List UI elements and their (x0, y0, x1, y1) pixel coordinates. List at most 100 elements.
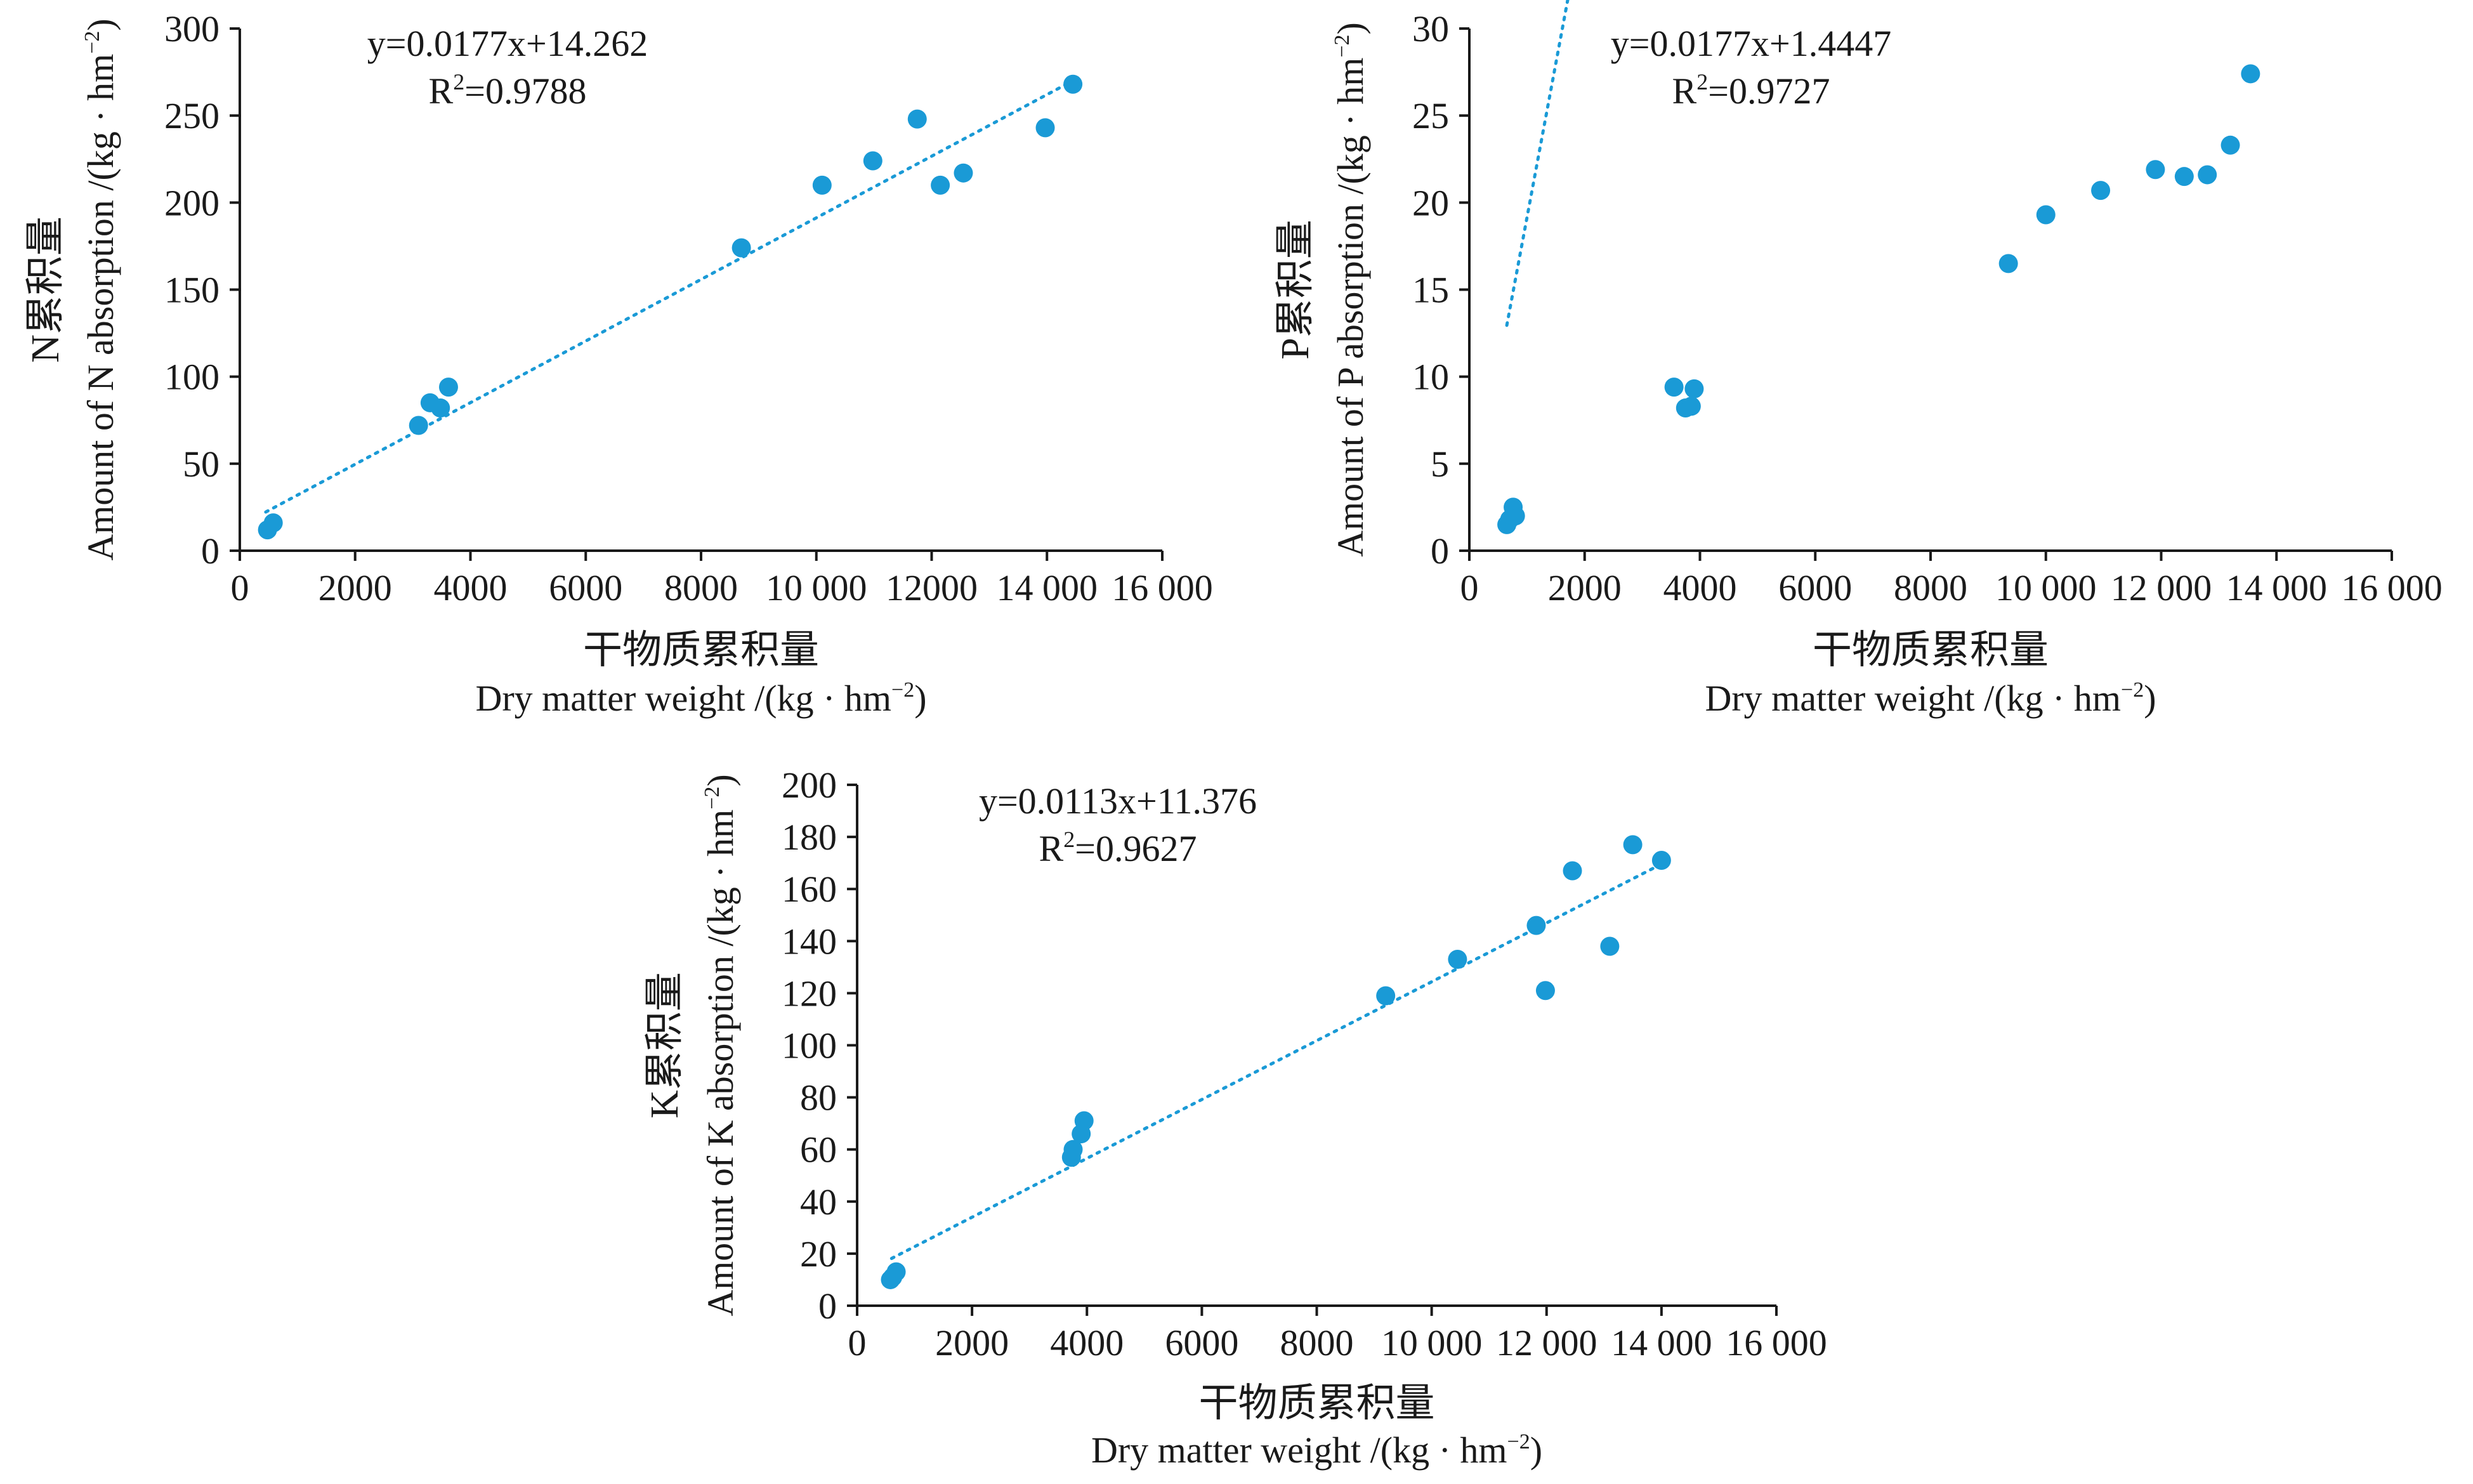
y-axis-title-en-main: Amount of P absorption /(kg · hm (1330, 58, 1371, 557)
x-axis-title-cn: 干物质累积量 (1198, 1382, 1434, 1425)
data-point (1035, 118, 1055, 138)
data-point (2036, 205, 2056, 225)
y-tick-label: 300 (164, 8, 220, 49)
data-point (1684, 379, 1704, 398)
data-point (931, 175, 950, 195)
r2-superscript: 2 (1063, 827, 1075, 852)
y-tick-label: 160 (782, 869, 837, 910)
y-tick-label: 20 (800, 1233, 837, 1275)
y-tick-label: 10 (1412, 357, 1449, 398)
y-axis-title-cn: P累积量 (1274, 220, 1317, 359)
x-tick-label: 2000 (935, 1322, 1009, 1363)
x-tick-label: 8000 (1894, 567, 1967, 608)
data-point (954, 163, 973, 183)
x-tick-label: 4000 (1663, 567, 1737, 608)
x-axis-title-en-end: ) (1530, 1429, 1542, 1471)
x-tick-label: 10 000 (766, 567, 867, 608)
r2-superscript: 2 (1696, 69, 1708, 95)
y-axis-title-en-end: ) (1330, 22, 1371, 34)
trend-line (264, 79, 1075, 514)
x-axis-title-en: Dry matter weight /(kg · hm−2) (475, 678, 926, 719)
data-point (1651, 851, 1671, 870)
x-tick-label: 14 000 (997, 567, 1098, 608)
y-tick-label: 50 (183, 443, 220, 485)
y-tick-label: 100 (782, 1025, 837, 1067)
y-tick-label: 180 (782, 817, 837, 858)
y-axis-title-en-main: Amount of N absorption /(kg · hm (80, 54, 121, 561)
y-axis-title-cn: N累积量 (24, 216, 67, 363)
y-tick-label: 200 (164, 182, 220, 223)
x-tick-label: 4000 (1050, 1322, 1124, 1363)
y-tick-label: 0 (818, 1285, 837, 1327)
data-point (1664, 378, 1684, 397)
x-tick-label: 10 000 (1381, 1322, 1483, 1363)
x-axis-title-en: Dry matter weight /(kg · hm−2) (1705, 678, 2156, 719)
data-point (1074, 1111, 1094, 1131)
y-tick-label: 5 (1431, 443, 1449, 485)
data-point (438, 378, 458, 397)
data-point (1563, 861, 1582, 881)
x-tick-label: 16 000 (1112, 567, 1213, 608)
r-squared-label: R2=0.9788 (429, 69, 587, 112)
regression-equation: y=0.0177x+1.4447 (1611, 23, 1891, 64)
y-tick-label: 100 (164, 357, 220, 398)
data-point (2198, 165, 2217, 185)
r2-prefix: R (429, 70, 454, 112)
y-axis-title-en-sup: −2 (700, 787, 724, 810)
x-tick-label: 14 000 (1611, 1322, 1712, 1363)
x-tick-label: 0 (231, 567, 249, 608)
r2-value: =0.9627 (1075, 828, 1197, 869)
data-point (1681, 397, 1701, 416)
y-tick-label: 0 (1431, 530, 1449, 572)
data-point (1063, 1139, 1083, 1159)
regression-equation: y=0.0177x+14.262 (367, 23, 648, 64)
data-point (907, 109, 927, 129)
data-point (1600, 936, 1620, 956)
y-tick-label: 120 (782, 973, 837, 1014)
x-tick-label: 6000 (1165, 1322, 1238, 1363)
data-point (863, 151, 882, 171)
r2-prefix: R (1039, 828, 1064, 869)
data-point (2220, 135, 2240, 155)
x-tick-label: 4000 (434, 567, 508, 608)
y-tick-label: 60 (800, 1129, 837, 1171)
data-point (2174, 167, 2194, 187)
r-squared-label: R2=0.9627 (1039, 827, 1197, 869)
y-tick-label: 25 (1412, 95, 1449, 136)
y-axis-title-en: Amount of P absorption /(kg · hm−2) (1330, 22, 1371, 557)
data-point (886, 1262, 906, 1282)
x-tick-label: 8000 (1280, 1322, 1354, 1363)
data-point (431, 398, 450, 418)
y-axis-title-en-sup: −2 (1330, 34, 1354, 57)
data-point (1376, 986, 1396, 1006)
x-axis-title-en-end: ) (914, 678, 926, 719)
chart-panel-2: 0 5 10 15 20 25 30 0 2000 4000 6000 8000 10 000 12 00… (1274, 0, 2443, 719)
y-tick-label: 150 (164, 270, 220, 311)
data-point (409, 416, 428, 435)
r-squared-label: R2=0.9727 (1672, 69, 1830, 112)
y-axis-title-cn: K累积量 (643, 972, 686, 1119)
x-tick-label: 12000 (886, 567, 978, 608)
x-axis-title-en-main: Dry matter weight /(kg · hm (475, 678, 891, 719)
x-axis-title-en-sup: −2 (2121, 678, 2144, 702)
x-tick-label: 0 (1460, 567, 1479, 608)
y-axis-title-en: Amount of K absorption /(kg · hm−2) (700, 774, 741, 1317)
r2-value: =0.9727 (1708, 70, 1830, 112)
x-axis-title-cn: 干物质累积量 (583, 629, 819, 672)
x-axis-title-en-end: ) (2144, 678, 2156, 719)
r2-prefix: R (1672, 70, 1697, 112)
x-axis-title-cn: 干物质累积量 (1813, 629, 2049, 672)
y-tick-label: 20 (1412, 182, 1449, 223)
data-point (812, 175, 832, 195)
x-tick-label: 8000 (664, 567, 738, 608)
x-axis-title-en-main: Dry matter weight /(kg · hm (1705, 678, 2121, 719)
x-tick-label: 2000 (318, 567, 392, 608)
data-point (1998, 254, 2018, 273)
y-tick-label: 40 (800, 1181, 837, 1223)
data-point (1063, 74, 1083, 94)
y-tick-label: 80 (800, 1077, 837, 1119)
y-tick-label: 30 (1412, 8, 1449, 49)
x-tick-label: 12 000 (2111, 567, 2212, 608)
data-point (2146, 160, 2165, 180)
